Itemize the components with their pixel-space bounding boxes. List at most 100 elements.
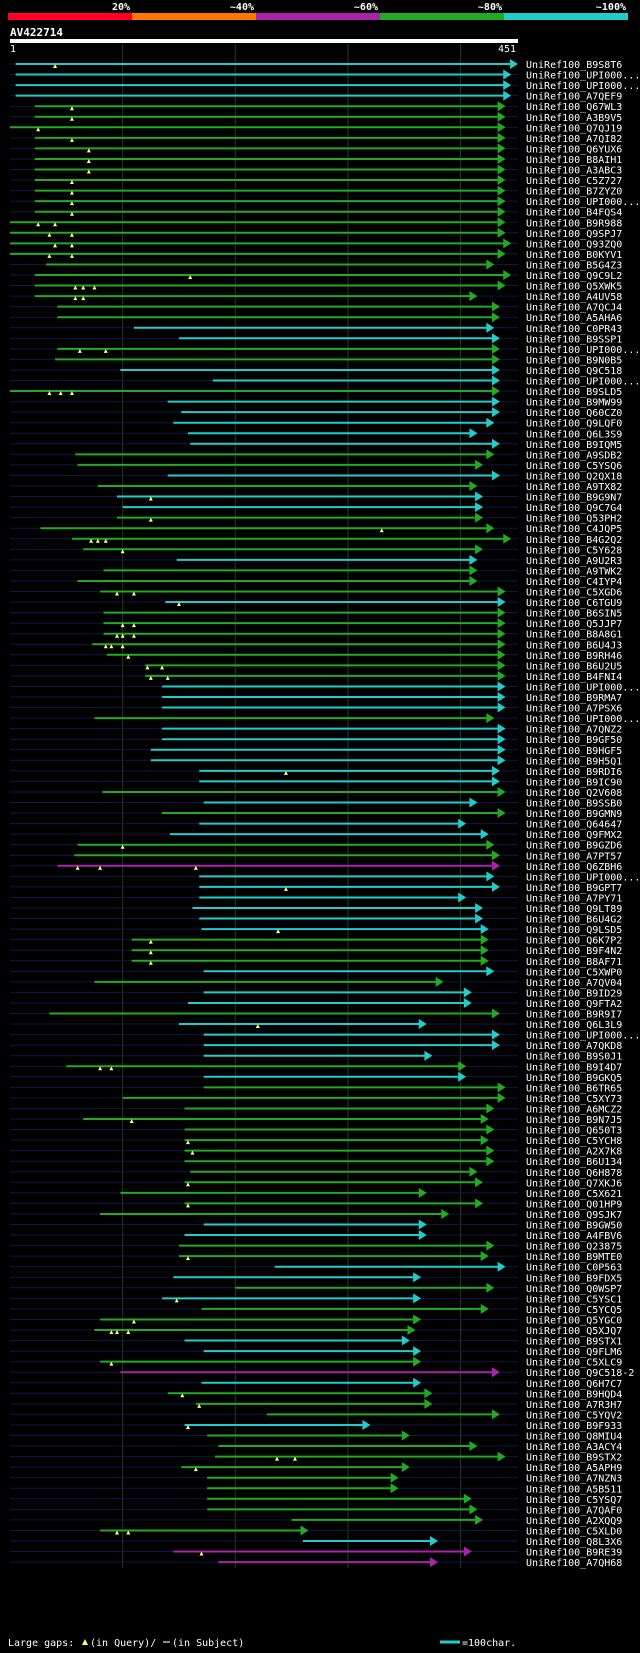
hit-row[interactable]: UniRef100_A3ACY4 [10, 1441, 622, 1453]
hit-label[interactable]: UniRef100_B9MTE0 [526, 1252, 622, 1263]
hit-row[interactable]: UniRef100_C5XWP0 [10, 966, 622, 978]
hit-row[interactable]: UniRef100_Q9FMX2 [10, 829, 622, 841]
hit-label[interactable]: UniRef100_Q2QX18 [526, 471, 622, 482]
hit-label[interactable]: UniRef100_UPI000... [526, 197, 640, 208]
hit-label[interactable]: UniRef100_C5YCQ5 [526, 1305, 622, 1316]
hit-label[interactable]: UniRef100_C5XY73 [526, 1094, 622, 1105]
hit-row[interactable]: UniRef100_A7QNZ2 [10, 723, 622, 736]
hit-row[interactable]: UniRef100_C5YCQ5 [10, 1303, 622, 1316]
hit-label[interactable]: UniRef100_B6TR65 [526, 1083, 622, 1094]
hit-label[interactable]: UniRef100_C0P563 [526, 1263, 622, 1274]
hit-row[interactable]: UniRef100_Q7QJ19 [10, 122, 622, 134]
hit-row[interactable]: UniRef100_B9I4D7 [10, 1061, 622, 1073]
hit-label[interactable]: UniRef100_Q7QJ19 [526, 123, 622, 134]
hit-label[interactable]: UniRef100_B6U2U5 [526, 661, 622, 672]
hit-label[interactable]: UniRef100_A5AHA6 [526, 313, 622, 324]
hit-label[interactable]: UniRef100_B9GPT7 [526, 883, 622, 894]
hit-label[interactable]: UniRef100_B9F4N2 [526, 946, 622, 957]
hit-row[interactable]: UniRef100_Q6H7C7 [10, 1377, 622, 1390]
hit-label[interactable]: UniRef100_A7QV04 [526, 978, 622, 989]
hit-label[interactable]: UniRef100_B5G4Z3 [526, 260, 622, 271]
hit-row[interactable]: UniRef100_Q6H878 [10, 1166, 622, 1179]
hit-row[interactable]: UniRef100_Q9C518 [10, 364, 622, 377]
hit-row[interactable]: UniRef100_Q6L3S9 [10, 428, 622, 440]
hit-row[interactable]: UniRef100_B7ZYZ0 [10, 185, 622, 198]
hit-row[interactable]: UniRef100_C5Z727 [10, 175, 622, 187]
hit-label[interactable]: UniRef100_Q53PH2 [526, 514, 622, 525]
hit-row[interactable]: UniRef100_C4JQP5 [10, 523, 622, 535]
hit-label[interactable]: UniRef100_B4FNI4 [526, 672, 622, 683]
hit-label[interactable]: UniRef100_Q650T3 [526, 1126, 622, 1137]
hit-label[interactable]: UniRef100_Q9C518-2 [526, 1368, 634, 1379]
hit-label[interactable]: UniRef100_B9GF50 [526, 735, 622, 746]
hit-row[interactable]: UniRef100_UPI000... [10, 1029, 640, 1042]
hit-row[interactable]: UniRef100_UPI000... [10, 713, 640, 725]
hit-row[interactable]: UniRef100_Q7XKJ6 [10, 1177, 622, 1189]
hit-row[interactable]: UniRef100_B4FNI4 [10, 670, 622, 683]
hit-row[interactable]: UniRef100_B5G4Z3 [10, 259, 622, 271]
hit-label[interactable]: UniRef100_C5XLC9 [526, 1358, 622, 1369]
hit-label[interactable]: UniRef100_Q60CZ0 [526, 408, 622, 419]
hit-label[interactable]: UniRef100_C5Y628 [526, 545, 622, 556]
hit-label[interactable]: UniRef100_C5YCH8 [526, 1136, 622, 1147]
hit-row[interactable]: UniRef100_B6U4J3 [10, 639, 622, 651]
hit-label[interactable]: UniRef100_C5YSQ6 [526, 461, 622, 472]
hit-row[interactable]: UniRef100_C0P563 [10, 1261, 622, 1274]
hit-label[interactable]: UniRef100_B9N7J5 [526, 1115, 622, 1126]
hit-label[interactable]: UniRef100_A7QKD8 [526, 1041, 622, 1052]
hit-row[interactable]: UniRef100_A2X7K8 [10, 1145, 622, 1158]
hit-row[interactable]: UniRef100_B9GW50 [10, 1219, 622, 1232]
hit-row[interactable]: UniRef100_B9STX2 [10, 1451, 622, 1464]
hit-label[interactable]: UniRef100_A7QEF9 [526, 92, 622, 103]
hit-label[interactable]: UniRef100_B9RH46 [526, 651, 622, 662]
hit-label[interactable]: UniRef100_B9HQD4 [526, 1389, 622, 1400]
hit-label[interactable]: UniRef100_A7PSX6 [526, 704, 622, 715]
hit-row[interactable]: UniRef100_A7QKD8 [10, 1040, 622, 1052]
hit-label[interactable]: UniRef100_A5APH9 [526, 1463, 622, 1474]
hit-label[interactable]: UniRef100_B9IQM5 [526, 440, 622, 451]
hit-row[interactable]: UniRef100_C0PR43 [10, 322, 622, 335]
hit-label[interactable]: UniRef100_A7QNZ2 [526, 725, 622, 736]
hit-label[interactable]: UniRef100_B9IC90 [526, 777, 622, 788]
hit-row[interactable]: UniRef100_B9ID29 [10, 987, 622, 999]
hit-row[interactable]: UniRef100_A5APH9 [10, 1462, 622, 1474]
hit-label[interactable]: UniRef100_A4FBV6 [526, 1231, 622, 1242]
hit-row[interactable]: UniRef100_C5YQV2 [10, 1409, 622, 1421]
hit-label[interactable]: UniRef100_A7QI82 [526, 134, 622, 145]
hit-row[interactable]: UniRef100_UPI000... [10, 196, 640, 208]
hit-row[interactable]: UniRef100_C5YSQ7 [10, 1493, 622, 1506]
hit-label[interactable]: UniRef100_C5YSQ7 [526, 1495, 622, 1506]
hit-label[interactable]: UniRef100_A7R3H7 [526, 1400, 622, 1411]
hit-row[interactable]: UniRef100_Q60CZ0 [10, 407, 622, 419]
hit-row[interactable]: UniRef100_B9GF50 [10, 734, 622, 746]
hit-label[interactable]: UniRef100_B9ID29 [526, 988, 622, 999]
hit-label[interactable]: UniRef100_Q5XWK5 [526, 282, 622, 293]
hit-label[interactable]: UniRef100_Q64647 [526, 820, 622, 831]
hit-label[interactable]: UniRef100_B9GW50 [526, 1221, 622, 1232]
hit-row[interactable]: UniRef100_A5B511 [10, 1483, 622, 1495]
hit-row[interactable]: UniRef100_B9F933 [10, 1419, 622, 1432]
hit-label[interactable]: UniRef100_A7NZN3 [526, 1474, 622, 1485]
hit-label[interactable]: UniRef100_UPI000... [526, 81, 640, 92]
hit-label[interactable]: UniRef100_Q9LT89 [526, 904, 622, 915]
hit-label[interactable]: UniRef100_B9F933 [526, 1421, 622, 1432]
hit-row[interactable]: UniRef100_C5XGD6 [10, 586, 622, 599]
hit-label[interactable]: UniRef100_UPI000... [526, 345, 640, 356]
hit-label[interactable]: UniRef100_A7QAF0 [526, 1505, 622, 1516]
hit-label[interactable]: UniRef100_A7QCJ4 [526, 303, 622, 314]
hit-row[interactable]: UniRef100_B9S0J1 [10, 1050, 622, 1063]
hit-label[interactable]: UniRef100_B9G9N7 [526, 493, 622, 504]
hit-label[interactable]: UniRef100_Q6L3S9 [526, 429, 622, 440]
hit-row[interactable]: UniRef100_B9GZD6 [10, 839, 622, 852]
hit-label[interactable]: UniRef100_Q67WL3 [526, 102, 622, 113]
hit-label[interactable]: UniRef100_C5X621 [526, 1189, 622, 1200]
hit-row[interactable]: UniRef100_A3B9V5 [10, 111, 622, 124]
hit-row[interactable]: UniRef100_Q650T3 [10, 1124, 622, 1137]
hit-label[interactable]: UniRef100_C5XLD0 [526, 1526, 622, 1537]
hit-row[interactable]: UniRef100_B6U4G2 [10, 913, 622, 926]
hit-row[interactable]: UniRef100_Q5YGC0 [10, 1314, 622, 1326]
hit-label[interactable]: UniRef100_C0PR43 [526, 324, 622, 335]
hit-row[interactable]: UniRef100_Q64647 [10, 818, 622, 831]
hit-label[interactable]: UniRef100_B0KYV1 [526, 250, 622, 261]
hit-label[interactable]: UniRef100_A7PY71 [526, 893, 622, 904]
